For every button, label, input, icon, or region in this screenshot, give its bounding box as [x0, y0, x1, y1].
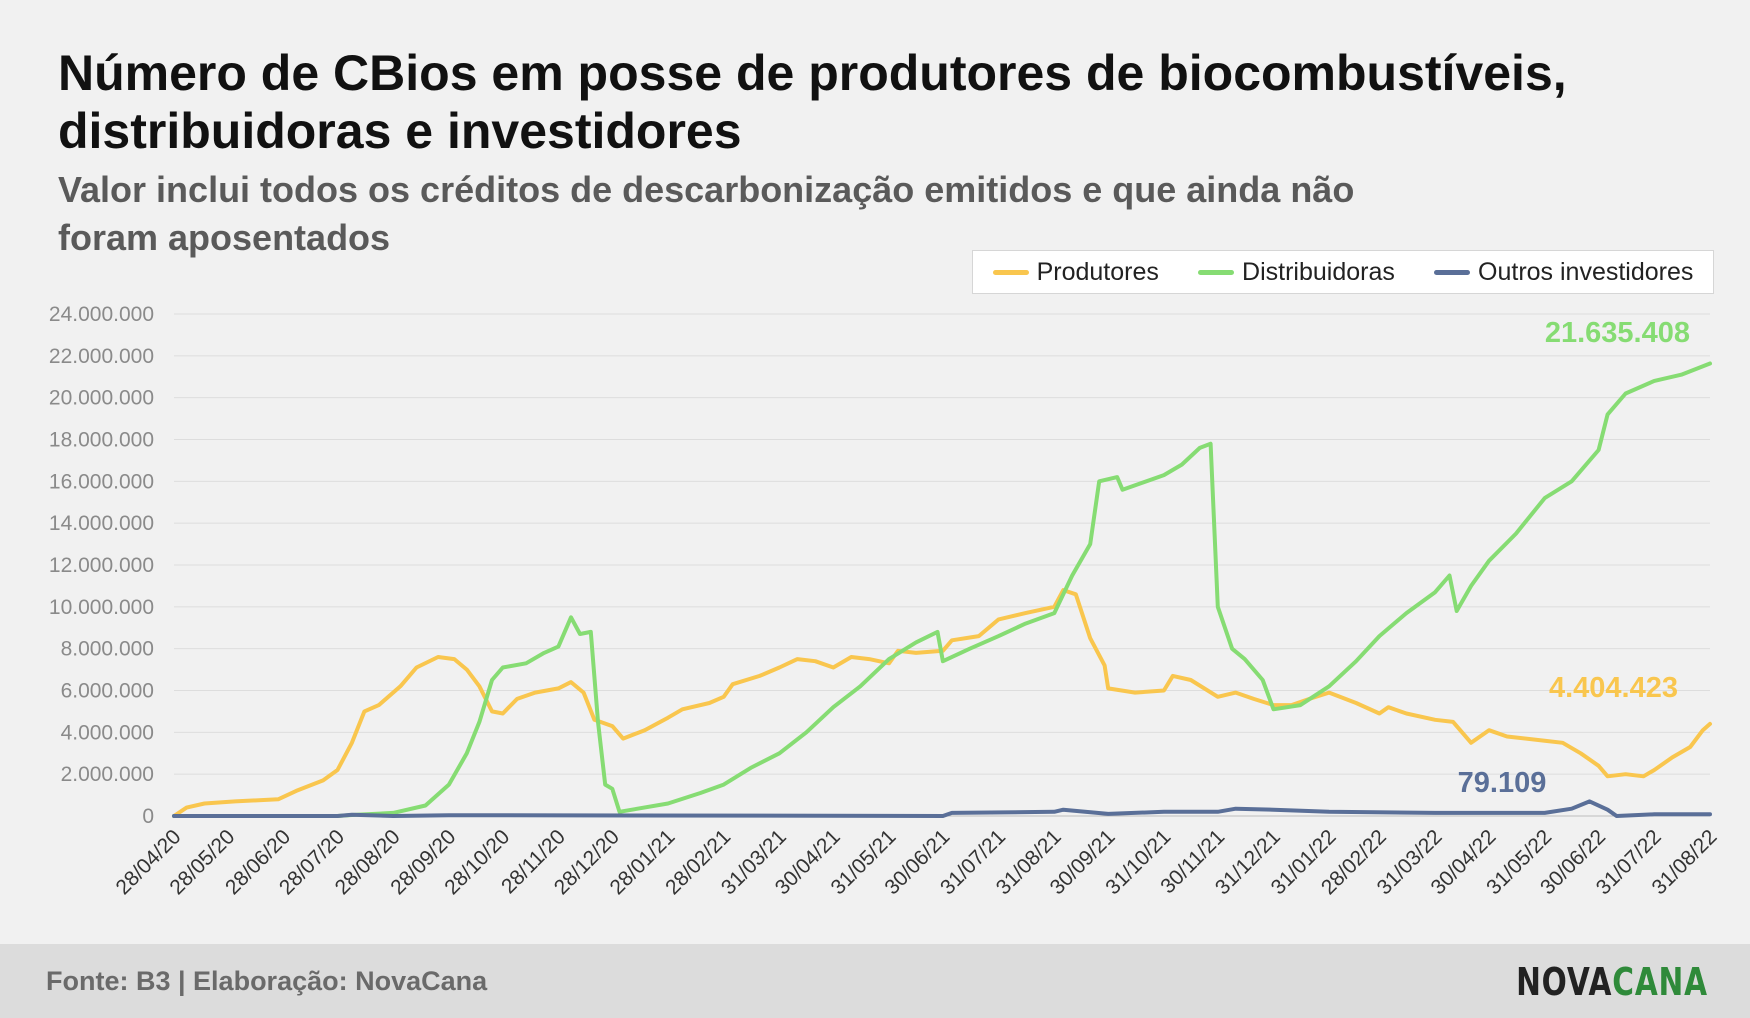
y-tick-label: 10.000.000	[49, 596, 154, 619]
legend: Produtores Distribuidoras Outros investi…	[972, 250, 1714, 294]
legend-item-produtores: Produtores	[992, 257, 1159, 287]
y-tick-label: 14.000.000	[49, 512, 154, 535]
y-tick-label: 12.000.000	[49, 554, 154, 577]
legend-swatch-distribuidoras	[1198, 269, 1235, 275]
data-label-distribuidoras: 21.635.408	[1545, 317, 1690, 349]
y-tick-label: 20.000.000	[49, 387, 154, 410]
data-label-produtores: 4.404.423	[1549, 672, 1678, 704]
line-chart: 0 2.000.000 4.000.000 6.000.000 8.000.000 10.…	[49, 303, 1722, 899]
y-tick-label: 4.000.000	[61, 721, 154, 744]
logo-nova: NOVA	[1516, 960, 1613, 1004]
y-tick-label: 2.000.000	[61, 763, 154, 786]
legend-swatch-produtores	[992, 269, 1029, 275]
legend-item-outros: Outros investidores	[1434, 258, 1693, 287]
y-tick-label: 16.000.000	[49, 470, 154, 493]
legend-label-outros: Outros investidores	[1478, 257, 1694, 286]
legend-label-distribuidoras: Distribuidoras	[1242, 257, 1395, 286]
data-label-outros: 79.109	[1458, 767, 1547, 799]
footer: Fonte: B3 | Elaboração: NovaCana NOVACAN…	[0, 944, 1750, 1018]
y-tick-label: 6.000.000	[61, 680, 154, 703]
series-line-outros	[172, 799, 1712, 818]
y-tick-label: 0	[142, 805, 154, 828]
series-line-distribuidoras	[172, 361, 1712, 818]
y-tick-label: 22.000.000	[49, 345, 154, 368]
legend-swatch-outros	[1434, 269, 1471, 275]
source-text: Fonte: B3 | Elaboração: NovaCana	[46, 966, 488, 996]
novacana-logo: NOVACANA	[1516, 960, 1708, 1004]
legend-item-distribuidoras: Distribuidoras	[1198, 258, 1395, 287]
legend-label-produtores: Produtores	[1036, 257, 1159, 286]
logo-cana: CANA	[1612, 960, 1708, 1004]
y-tick-label: 18.000.000	[49, 429, 154, 452]
series-line-produtores	[172, 588, 1712, 818]
y-tick-label: 24.000.000	[49, 303, 154, 326]
y-tick-label: 8.000.000	[61, 638, 154, 661]
chart-subtitle: Valor inclui todos os créditos de descar…	[58, 169, 1355, 258]
chart-title: Número de CBios em posse de produtores d…	[58, 45, 1567, 159]
